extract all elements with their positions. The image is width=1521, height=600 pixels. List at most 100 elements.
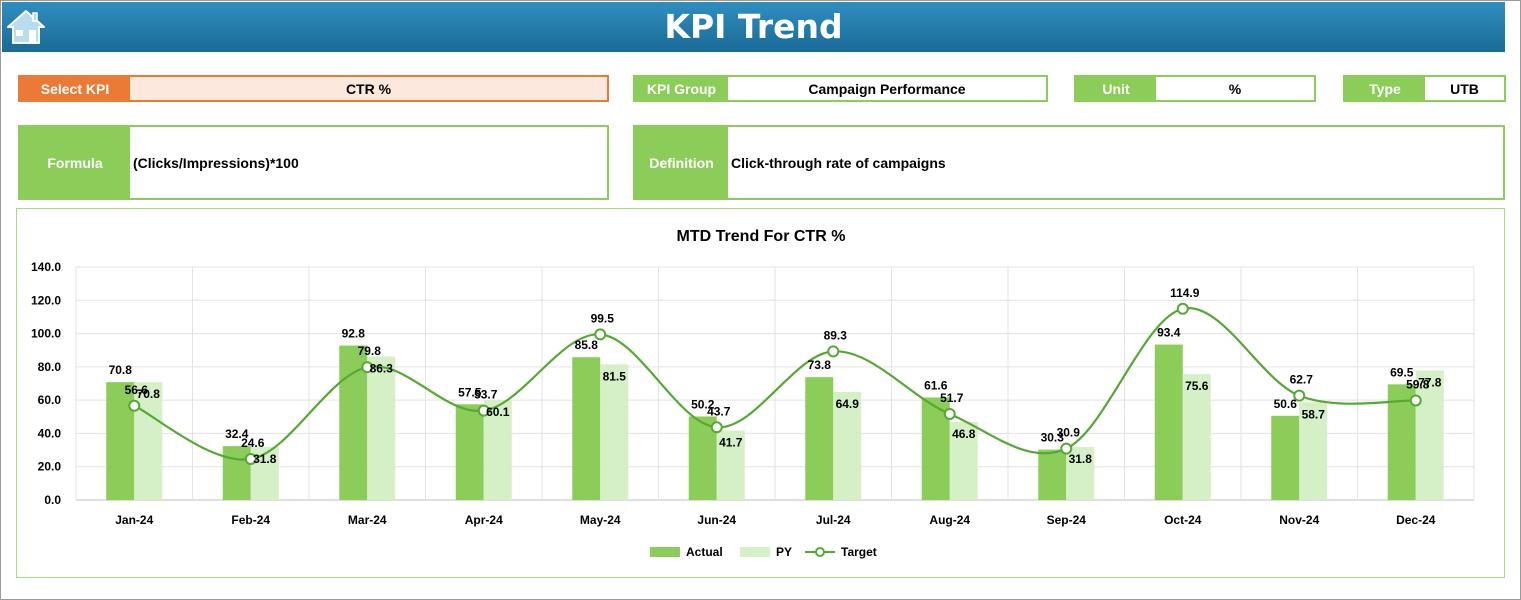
bar-actual	[1271, 415, 1300, 500]
target-point	[943, 407, 956, 420]
target-point	[477, 404, 490, 417]
bar-actual	[455, 404, 484, 500]
select-kpi-box: Select KPI CTR %	[18, 75, 609, 102]
data-label-actual: 85.8	[575, 338, 599, 352]
bar-py	[1299, 402, 1328, 500]
data-label-py: 41.7	[719, 436, 743, 450]
data-label-py: 70.8	[137, 387, 161, 401]
x-tick-label: Nov-24	[1279, 513, 1319, 527]
legend-swatch-actual	[650, 547, 680, 557]
page-title: KPI Trend	[664, 7, 843, 46]
bar-py	[949, 422, 978, 500]
bar-py	[367, 356, 396, 500]
target-point	[1409, 394, 1422, 407]
data-label-py: 81.5	[603, 369, 627, 383]
legend-marker-target	[815, 547, 825, 557]
x-tick-label: Aug-24	[929, 513, 970, 527]
data-label-py: 75.6	[1185, 379, 1209, 393]
y-tick-label: 80.0	[38, 360, 62, 374]
data-label-target: 79.8	[358, 344, 382, 358]
data-label-py: 46.8	[952, 427, 976, 441]
bar-actual	[1154, 344, 1183, 500]
y-tick-label: 60.0	[38, 393, 62, 407]
unit-value: %	[1228, 80, 1242, 97]
data-label-actual: 30.3	[1041, 431, 1065, 445]
target-point	[710, 421, 723, 434]
data-label-target: 89.3	[824, 328, 848, 342]
kpi-group-box: KPI Group Campaign Performance	[633, 75, 1048, 102]
type-box: Type UTB	[1343, 75, 1506, 102]
type-label: Type	[1345, 77, 1425, 100]
x-tick-label: Mar-24	[348, 513, 387, 527]
target-point	[1176, 302, 1189, 315]
x-tick-label: May-24	[580, 513, 621, 527]
target-point	[1060, 442, 1073, 455]
kpi-group-value: Campaign Performance	[808, 80, 966, 97]
data-label-target: 59.8	[1406, 377, 1430, 391]
data-label-target: 51.7	[940, 391, 964, 405]
kpi-group-label: KPI Group	[635, 77, 728, 100]
bar-py	[1066, 447, 1095, 500]
target-point	[361, 361, 374, 374]
unit-box: Unit %	[1074, 75, 1316, 102]
bar-py	[600, 364, 629, 500]
data-label-py: 31.8	[1069, 452, 1093, 466]
legend-label-actual: Actual	[686, 545, 723, 559]
unit-label: Unit	[1076, 77, 1156, 100]
data-label-actual: 70.8	[109, 363, 133, 377]
data-label-target: 24.6	[241, 436, 265, 450]
definition-value: Click-through rate of campaigns	[731, 154, 946, 171]
data-label-actual: 32.4	[225, 427, 249, 441]
data-label-target: 99.5	[591, 311, 615, 325]
bar-py	[483, 399, 512, 500]
data-label-target: 114.9	[1170, 286, 1200, 300]
target-point	[244, 453, 257, 466]
legend-swatch-py	[740, 547, 770, 557]
data-label-target: 43.7	[707, 404, 731, 418]
chart-container: MTD Trend For CTR % 70.8 70.8 32.4 31.8 92.8…	[16, 208, 1505, 578]
definition-box: Definition Click-through rate of campaig…	[633, 125, 1505, 200]
y-tick-label: 140.0	[31, 260, 61, 274]
type-value: UTB	[1450, 80, 1479, 97]
target-point	[827, 345, 840, 358]
x-tick-label: Apr-24	[465, 513, 503, 527]
legend-label-target: Target	[841, 545, 877, 559]
target-point	[128, 399, 141, 412]
header-bar: KPI Trend	[2, 2, 1505, 52]
bar-actual	[572, 357, 601, 500]
x-tick-label: Jun-24	[697, 513, 736, 527]
data-label-target: 30.9	[1057, 426, 1081, 440]
bar-actual	[222, 446, 251, 500]
data-label-py: 58.7	[1302, 407, 1326, 421]
data-label-target: 53.7	[474, 388, 498, 402]
data-label-actual: 57.5	[458, 385, 482, 399]
y-tick-label: 100.0	[31, 327, 61, 341]
x-tick-label: Jan-24	[115, 513, 153, 527]
data-label-actual: 50.6	[1274, 397, 1298, 411]
x-tick-label: Feb-24	[231, 513, 270, 527]
data-label-actual: 61.6	[924, 378, 948, 392]
bar-py	[716, 430, 745, 500]
x-tick-label: Dec-24	[1396, 513, 1436, 527]
y-tick-label: 0.0	[44, 493, 61, 507]
select-kpi-dropdown[interactable]: CTR %	[130, 77, 607, 100]
data-label-actual: 69.5	[1390, 365, 1414, 379]
bar-actual	[805, 377, 834, 500]
bar-actual	[1038, 449, 1067, 500]
formula-value: (Clicks/Impressions)*100	[133, 154, 299, 171]
bar-py	[1182, 374, 1211, 500]
data-label-actual: 93.4	[1157, 326, 1181, 340]
y-tick-label: 20.0	[38, 460, 62, 474]
data-label-actual: 92.8	[342, 327, 366, 341]
x-tick-label: Oct-24	[1164, 513, 1202, 527]
home-icon[interactable]	[6, 8, 46, 46]
target-point	[1293, 389, 1306, 402]
x-tick-label: Sep-24	[1047, 513, 1087, 527]
data-label-py: 86.3	[370, 361, 394, 375]
formula-box: Formula (Clicks/Impressions)*100	[18, 125, 609, 200]
bar-py	[833, 391, 862, 500]
select-kpi-label: Select KPI	[20, 77, 130, 100]
data-label-actual: 73.8	[808, 358, 832, 372]
bar-py	[134, 382, 163, 500]
chart-title: MTD Trend For CTR %	[677, 228, 846, 245]
